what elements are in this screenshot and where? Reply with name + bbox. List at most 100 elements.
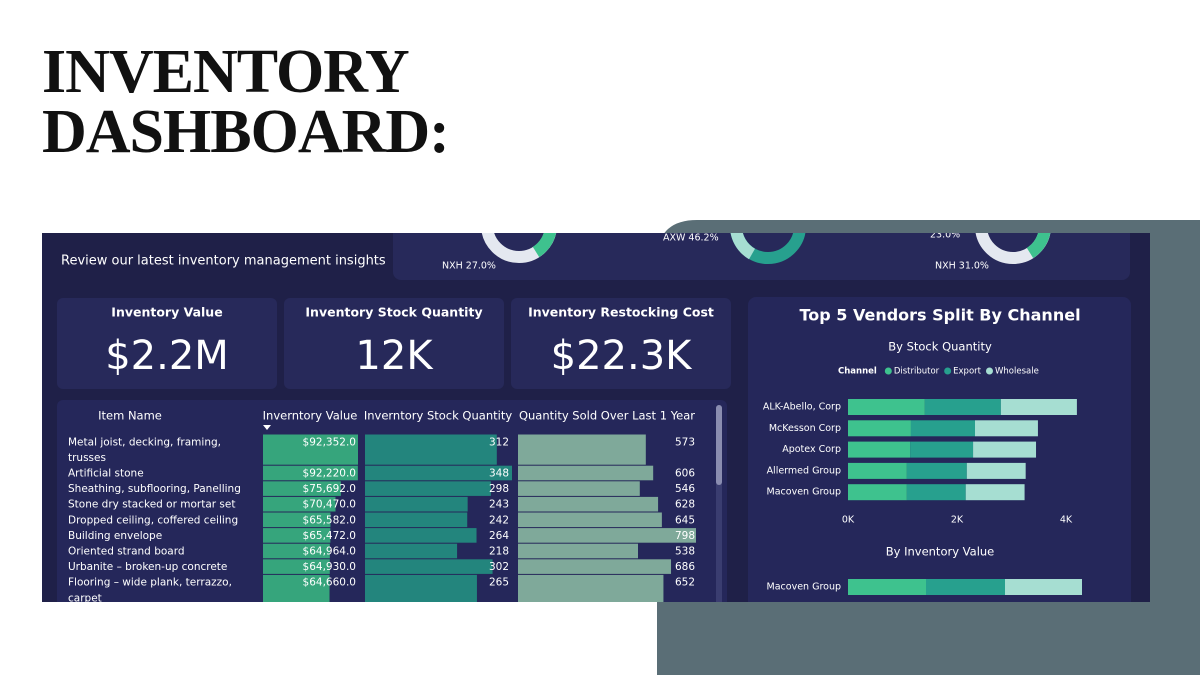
- bar-segment: [906, 462, 967, 479]
- stock-bar: [365, 528, 477, 543]
- bar-segment: [848, 579, 926, 595]
- category-label: Macoven Group: [767, 487, 841, 498]
- bar-segment: [973, 441, 1037, 458]
- value-cell: $75,692.0: [303, 483, 356, 495]
- kpi-card: [57, 298, 277, 389]
- legend-label: Distributor: [894, 367, 940, 377]
- sold-bar: [518, 559, 672, 574]
- category-label: Allermed Group: [767, 465, 841, 476]
- bar-segment: [848, 462, 907, 479]
- item-name: Metal joist, decking, framing, trusses: [68, 436, 224, 464]
- stock-cell: 265: [489, 577, 509, 589]
- stock-bar: [365, 496, 468, 512]
- category-label: Macoven Group: [767, 582, 841, 593]
- sold-bar: [518, 481, 640, 496]
- chart-subtitle: By Stock Quantity: [888, 340, 992, 354]
- chart-title: Top 5 Vendors Split By Channel: [799, 306, 1080, 325]
- sold-bar: [518, 434, 646, 465]
- bar-segment: [848, 399, 925, 415]
- value-cell: $70,470.0: [303, 499, 356, 511]
- bar-segment: [965, 484, 1025, 501]
- sold-cell: 652: [675, 577, 695, 589]
- slide-title-line: DASHBOARD:: [42, 98, 449, 166]
- kpi-value: $22.3K: [551, 333, 694, 379]
- legend-swatch: [944, 367, 952, 375]
- bar-segment: [910, 441, 974, 458]
- value-cell: $64,930.0: [303, 561, 356, 573]
- sold-bar: [518, 465, 654, 481]
- item-name: Marble: [68, 608, 104, 620]
- sold-cell: 546: [675, 483, 695, 495]
- value-cell: $60,536.0: [303, 608, 356, 620]
- stock-cell: 312: [489, 436, 509, 448]
- chart-subtitle: By Inventory Value: [886, 545, 995, 559]
- donut-panel: [393, 233, 1130, 280]
- kpi-title: Inventory Value: [111, 305, 222, 320]
- value-bar: [263, 434, 358, 465]
- dashboard-subtitle: Review our latest inventory management i…: [61, 254, 386, 269]
- donut: [975, 233, 1051, 264]
- value-bar: [263, 559, 330, 574]
- value-bar: [263, 496, 336, 512]
- value-bar: [263, 512, 331, 528]
- legend-label: Export: [953, 367, 981, 377]
- kpi-value: $2.2M: [105, 333, 229, 379]
- kpi-title: Inventory Stock Quantity: [305, 305, 482, 320]
- stock-cell: 302: [489, 561, 509, 573]
- sold-bar: [518, 606, 654, 621]
- item-name: Oriented strand board: [68, 546, 185, 558]
- sort-indicator: [263, 425, 271, 430]
- kpi-title: Inventory Restocking Cost: [528, 305, 714, 320]
- bar-segment: [848, 484, 907, 501]
- sold-bar: [518, 543, 639, 559]
- value-cell: $92,220.0: [303, 468, 356, 480]
- bar-segment: [848, 441, 911, 458]
- stock-cell: 264: [489, 530, 509, 542]
- stock-bar: [365, 481, 491, 496]
- stock-bar: [365, 543, 458, 559]
- donut-segment: [1026, 233, 1051, 259]
- x-tick-label: 0K: [842, 515, 855, 526]
- value-bar: [263, 528, 331, 543]
- column-header: Inverntory Stock Quantity: [364, 409, 512, 423]
- value-bar: [263, 606, 325, 621]
- donut-ring: [481, 233, 557, 263]
- donut-label: AXW 46.2%: [663, 233, 719, 244]
- legend-title: Channel: [838, 367, 877, 377]
- sold-cell: 798: [675, 530, 695, 542]
- dashboard-screenshot: Review our latest inventory management i…: [42, 233, 1150, 621]
- bar-segment: [1000, 399, 1077, 415]
- legend-swatch: [985, 367, 993, 375]
- donut: [730, 233, 806, 264]
- stock-cell: 298: [489, 483, 509, 495]
- sold-bar: [518, 512, 662, 528]
- legend-swatch: [884, 367, 892, 375]
- value-bar: [263, 543, 330, 559]
- value-cell: $64,660.0: [303, 577, 356, 589]
- x-tick-label: 2K: [951, 515, 964, 526]
- stock-cell: 348: [489, 468, 509, 480]
- category-label: ALK-Abello, Corp: [763, 402, 841, 413]
- sold-cell: 606: [675, 468, 695, 480]
- kpi-card: [511, 298, 731, 389]
- value-cell: $64,964.0: [303, 546, 356, 558]
- value-cell: $92,352.0: [303, 436, 356, 448]
- stock-bar: [365, 465, 512, 481]
- stock-cell: 218: [489, 546, 509, 558]
- sold-cell: 538: [675, 546, 695, 558]
- sold-bar: [518, 528, 696, 543]
- scrollbar-thumb: [716, 405, 722, 485]
- x-tick-label: 4K: [1060, 515, 1073, 526]
- stock-bar: [365, 434, 497, 465]
- sold-bar: [518, 496, 659, 512]
- stock-bar: [365, 559, 493, 574]
- category-label: Apotex Corp: [782, 444, 841, 455]
- column-header: Item Name: [98, 409, 162, 423]
- bar-segment: [1005, 579, 1082, 595]
- donut-ring: [730, 233, 806, 264]
- bar-segment: [910, 420, 975, 437]
- slide-title-line: INVENTORY: [42, 38, 409, 106]
